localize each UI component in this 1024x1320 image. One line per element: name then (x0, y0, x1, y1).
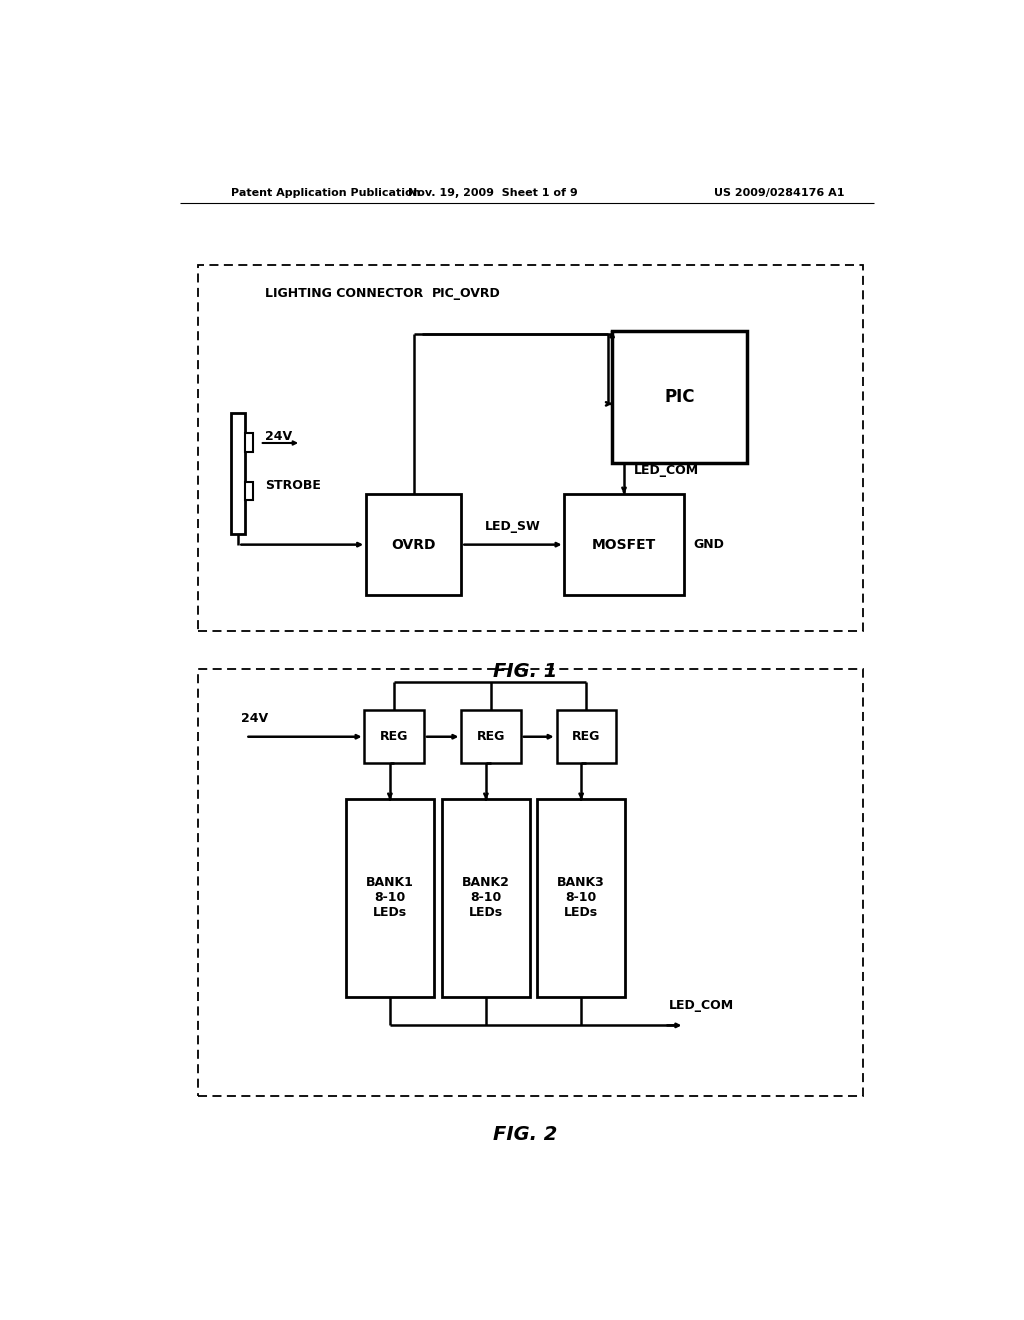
Bar (367, 494, 461, 595)
Bar (557, 710, 616, 763)
Text: REG: REG (572, 730, 600, 743)
Bar (461, 710, 521, 763)
Text: PIC: PIC (665, 388, 695, 407)
Bar (612, 331, 748, 463)
Text: 24V: 24V (242, 711, 268, 725)
Text: STROBE: STROBE (265, 479, 322, 492)
Text: BANK2
8-10
LEDs: BANK2 8-10 LEDs (462, 876, 510, 919)
Text: GND: GND (693, 539, 724, 552)
Text: US 2009/0284176 A1: US 2009/0284176 A1 (714, 187, 844, 198)
Bar (538, 799, 625, 997)
Bar (246, 433, 253, 451)
Text: Nov. 19, 2009  Sheet 1 of 9: Nov. 19, 2009 Sheet 1 of 9 (409, 187, 578, 198)
Text: MOSFET: MOSFET (592, 537, 656, 552)
Text: REG: REG (477, 730, 505, 743)
Bar (198, 265, 863, 631)
Text: 24V: 24V (265, 430, 293, 444)
Text: LED_COM: LED_COM (634, 463, 698, 477)
Text: BANK3
8-10
LEDs: BANK3 8-10 LEDs (557, 876, 605, 919)
Text: REG: REG (380, 730, 409, 743)
Bar (198, 669, 863, 1096)
Bar (231, 413, 246, 535)
Text: OVRD: OVRD (391, 537, 436, 552)
Text: FIG. 2: FIG. 2 (493, 1125, 557, 1143)
Text: PIC_OVRD: PIC_OVRD (432, 286, 501, 300)
Text: LED_COM: LED_COM (669, 998, 733, 1011)
Text: Patent Application Publication: Patent Application Publication (231, 187, 421, 198)
Text: LIGHTING CONNECTOR: LIGHTING CONNECTOR (265, 286, 424, 300)
Bar (365, 710, 424, 763)
Text: FIG. 1: FIG. 1 (493, 663, 557, 681)
Bar (442, 799, 529, 997)
Bar (246, 482, 253, 500)
Text: LED_SW: LED_SW (485, 520, 541, 533)
Bar (346, 799, 433, 997)
Bar (564, 494, 684, 595)
Text: BANK1
8-10
LEDs: BANK1 8-10 LEDs (366, 876, 414, 919)
